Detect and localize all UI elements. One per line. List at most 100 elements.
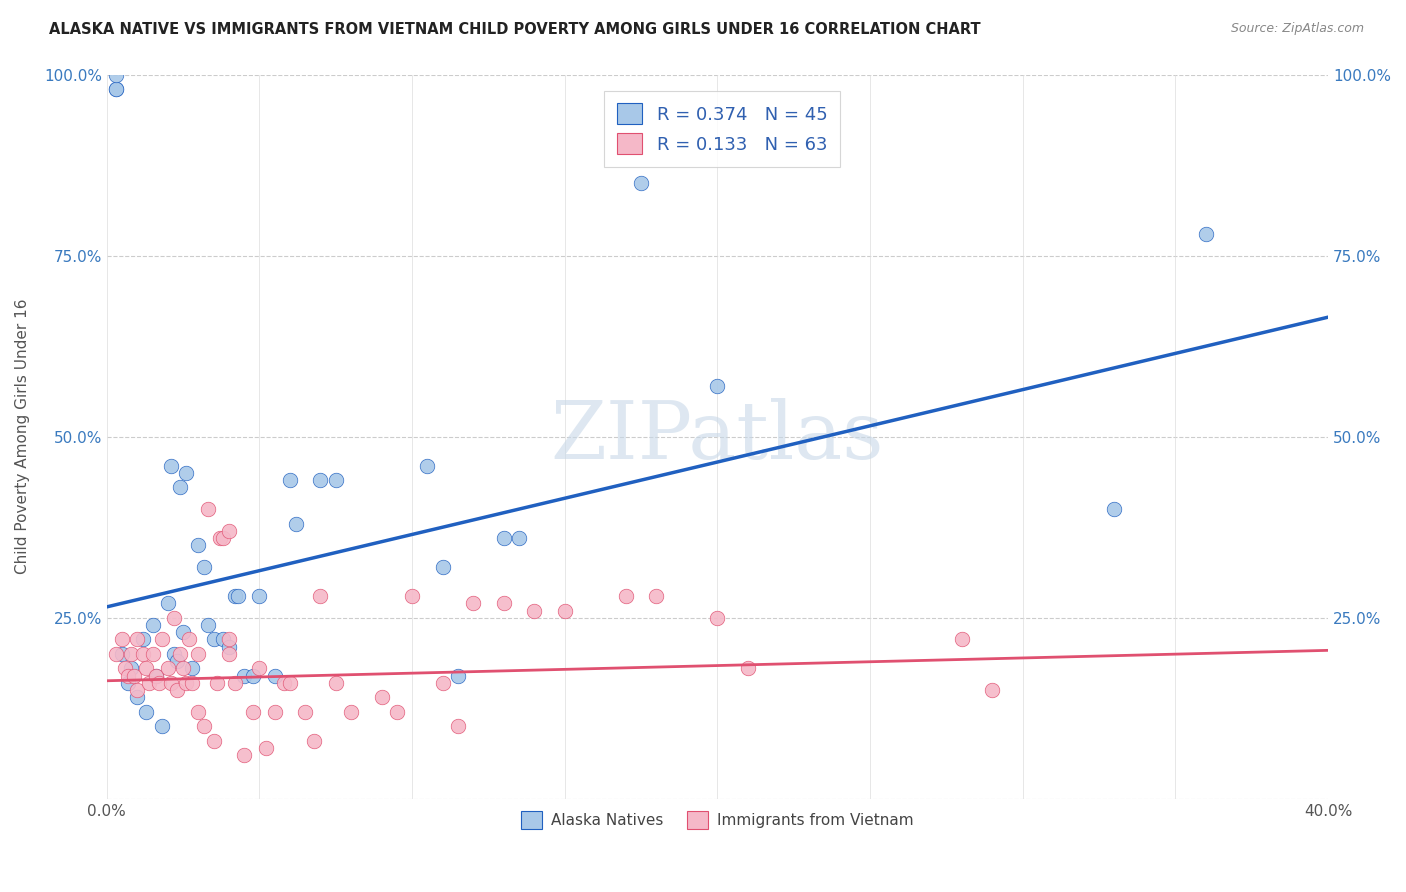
Point bbox=[135, 705, 157, 719]
Point bbox=[150, 632, 173, 647]
Point bbox=[193, 560, 215, 574]
Point bbox=[132, 647, 155, 661]
Point bbox=[950, 632, 973, 647]
Point bbox=[242, 669, 264, 683]
Point bbox=[554, 603, 576, 617]
Point bbox=[172, 661, 194, 675]
Point bbox=[163, 647, 186, 661]
Point bbox=[340, 705, 363, 719]
Point bbox=[492, 596, 515, 610]
Point bbox=[254, 741, 277, 756]
Point bbox=[114, 661, 136, 675]
Point bbox=[174, 676, 197, 690]
Point bbox=[249, 661, 271, 675]
Point bbox=[706, 379, 728, 393]
Point bbox=[156, 596, 179, 610]
Point bbox=[181, 661, 204, 675]
Point bbox=[447, 669, 470, 683]
Point bbox=[120, 647, 142, 661]
Point bbox=[325, 676, 347, 690]
Point bbox=[163, 611, 186, 625]
Point bbox=[135, 661, 157, 675]
Point bbox=[416, 458, 439, 473]
Point bbox=[630, 176, 652, 190]
Point bbox=[401, 589, 423, 603]
Point bbox=[370, 690, 392, 705]
Point bbox=[278, 473, 301, 487]
Point bbox=[187, 705, 209, 719]
Point bbox=[447, 719, 470, 733]
Point bbox=[117, 669, 139, 683]
Point bbox=[127, 690, 149, 705]
Point bbox=[104, 68, 127, 82]
Point bbox=[218, 647, 240, 661]
Point bbox=[132, 632, 155, 647]
Point bbox=[614, 589, 637, 603]
Point bbox=[111, 647, 134, 661]
Point bbox=[285, 516, 308, 531]
Point bbox=[172, 625, 194, 640]
Point bbox=[127, 632, 149, 647]
Point bbox=[197, 502, 219, 516]
Point bbox=[492, 531, 515, 545]
Point bbox=[508, 531, 530, 545]
Point bbox=[463, 596, 485, 610]
Point bbox=[645, 589, 668, 603]
Point bbox=[263, 669, 285, 683]
Point bbox=[160, 458, 183, 473]
Point bbox=[737, 661, 759, 675]
Point bbox=[385, 705, 408, 719]
Point bbox=[142, 647, 165, 661]
Point bbox=[169, 480, 191, 494]
Point bbox=[218, 632, 240, 647]
Point bbox=[233, 669, 256, 683]
Point bbox=[278, 676, 301, 690]
Point bbox=[309, 589, 332, 603]
Point bbox=[224, 676, 246, 690]
Point bbox=[309, 473, 332, 487]
Point bbox=[226, 589, 249, 603]
Point bbox=[120, 661, 142, 675]
Point bbox=[197, 618, 219, 632]
Point bbox=[263, 705, 285, 719]
Legend: Alaska Natives, Immigrants from Vietnam: Alaska Natives, Immigrants from Vietnam bbox=[515, 805, 920, 835]
Text: ALASKA NATIVE VS IMMIGRANTS FROM VIETNAM CHILD POVERTY AMONG GIRLS UNDER 16 CORR: ALASKA NATIVE VS IMMIGRANTS FROM VIETNAM… bbox=[49, 22, 981, 37]
Text: ZIPatlas: ZIPatlas bbox=[551, 398, 884, 475]
Point bbox=[981, 683, 1004, 698]
Point bbox=[122, 669, 145, 683]
Point bbox=[218, 524, 240, 538]
Point bbox=[127, 683, 149, 698]
Point bbox=[294, 705, 316, 719]
Point bbox=[104, 647, 127, 661]
Point bbox=[1195, 227, 1218, 241]
Point bbox=[187, 538, 209, 552]
Point bbox=[169, 647, 191, 661]
Point bbox=[208, 531, 231, 545]
Point bbox=[166, 683, 188, 698]
Point bbox=[218, 640, 240, 654]
Point bbox=[325, 473, 347, 487]
Text: Source: ZipAtlas.com: Source: ZipAtlas.com bbox=[1230, 22, 1364, 36]
Point bbox=[104, 82, 127, 96]
Point bbox=[104, 82, 127, 96]
Point bbox=[174, 466, 197, 480]
Point bbox=[187, 647, 209, 661]
Point bbox=[202, 734, 225, 748]
Point bbox=[304, 734, 326, 748]
Point bbox=[181, 676, 204, 690]
Y-axis label: Child Poverty Among Girls Under 16: Child Poverty Among Girls Under 16 bbox=[15, 299, 30, 574]
Point bbox=[160, 676, 183, 690]
Point bbox=[145, 669, 167, 683]
Point bbox=[242, 705, 264, 719]
Point bbox=[205, 676, 228, 690]
Point bbox=[156, 661, 179, 675]
Point bbox=[193, 719, 215, 733]
Point bbox=[117, 676, 139, 690]
Point bbox=[249, 589, 271, 603]
Point bbox=[706, 611, 728, 625]
Point bbox=[523, 603, 546, 617]
Point bbox=[145, 669, 167, 683]
Point bbox=[224, 589, 246, 603]
Point bbox=[166, 654, 188, 668]
Point bbox=[211, 632, 233, 647]
